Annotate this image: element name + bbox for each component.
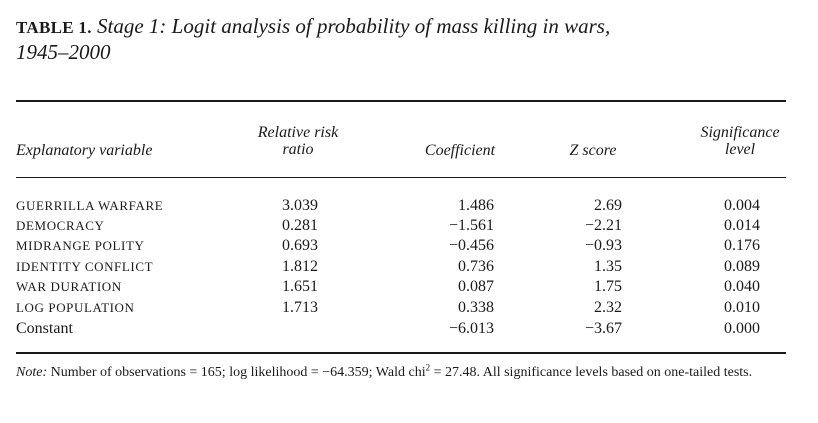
- top-rule: [16, 100, 786, 102]
- row-z-score: 2.69: [594, 197, 622, 214]
- note-text-after: = 27.48. All significance levels based o…: [430, 365, 753, 380]
- row-coefficient: −6.013: [448, 320, 494, 337]
- table-row: Midrange polity 0.693 −0.456 −0.93 0.176: [16, 236, 786, 256]
- table-row: Constant −6.013 −3.67 0.000: [16, 319, 786, 339]
- row-z-score: 1.35: [594, 258, 622, 275]
- row-z-score: 2.32: [594, 299, 622, 316]
- row-variable: War duration: [16, 279, 122, 294]
- row-variable: Guerrilla warfare: [16, 198, 164, 213]
- table-label: TABLE 1.: [16, 18, 92, 37]
- row-coefficient: −1.561: [448, 217, 494, 234]
- table-row: Democracy 0.281 −1.561 −2.21 0.014: [16, 216, 786, 236]
- row-z-score: −3.67: [584, 320, 622, 337]
- row-relative-risk: 0.281: [282, 217, 318, 234]
- row-relative-risk: 1.812: [282, 258, 318, 275]
- note-label: Note:: [16, 365, 48, 380]
- note-superscript: 2: [425, 362, 431, 373]
- row-significance: 0.004: [724, 197, 760, 214]
- row-relative-risk: 3.039: [282, 197, 318, 214]
- row-coefficient: −0.456: [448, 237, 494, 254]
- row-relative-risk: 0.693: [282, 237, 318, 254]
- table-caption: TABLE 1. Stage 1: Logit analysis of prob…: [16, 14, 786, 65]
- header-z-score: Z score: [569, 142, 617, 159]
- table-row: Guerrilla warfare 3.039 1.486 2.69 0.004: [16, 196, 786, 216]
- row-coefficient: 0.736: [458, 258, 494, 275]
- row-relative-risk: 1.651: [282, 278, 318, 295]
- row-variable: Identity conflict: [16, 259, 154, 274]
- header-significance-level: Significance level: [700, 124, 780, 158]
- table-row: Log population 1.713 0.338 2.32 0.010: [16, 298, 786, 318]
- table-row: Identity conflict 1.812 0.736 1.35 0.089: [16, 257, 786, 277]
- row-significance: 0.014: [724, 217, 760, 234]
- table-document: TABLE 1. Stage 1: Logit analysis of prob…: [16, 14, 786, 380]
- table-note: Note: Number of observations = 165; log …: [16, 362, 786, 381]
- row-coefficient: 1.486: [458, 197, 494, 214]
- row-significance: 0.176: [724, 237, 760, 254]
- row-variable: Democracy: [16, 218, 105, 233]
- row-variable: Log population: [16, 300, 135, 315]
- note-text-before: Number of observations = 165; log likeli…: [47, 365, 426, 380]
- table-row: War duration 1.651 0.087 1.75 0.040: [16, 277, 786, 297]
- header-rule: [16, 177, 786, 178]
- row-significance: 0.010: [724, 299, 760, 316]
- row-relative-risk: 1.713: [282, 299, 318, 316]
- table-title-line1: Stage 1: Logit analysis of probability o…: [97, 14, 611, 38]
- row-z-score: −0.93: [584, 237, 622, 254]
- row-significance: 0.040: [724, 278, 760, 295]
- row-significance: 0.000: [724, 320, 760, 337]
- bottom-rule: [16, 352, 786, 354]
- header-relative-risk-ratio: Relative risk ratio: [257, 124, 339, 158]
- header-explanatory-variable: Explanatory variable: [16, 142, 153, 159]
- row-z-score: 1.75: [594, 278, 622, 295]
- row-variable: Constant: [16, 320, 73, 337]
- row-z-score: −2.21: [584, 217, 622, 234]
- table-title-line2: 1945–2000: [16, 40, 111, 64]
- header-coefficient: Coefficient: [424, 142, 496, 159]
- row-significance: 0.089: [724, 258, 760, 275]
- row-coefficient: 0.338: [458, 299, 494, 316]
- row-variable: Midrange polity: [16, 238, 145, 253]
- row-coefficient: 0.087: [458, 278, 494, 295]
